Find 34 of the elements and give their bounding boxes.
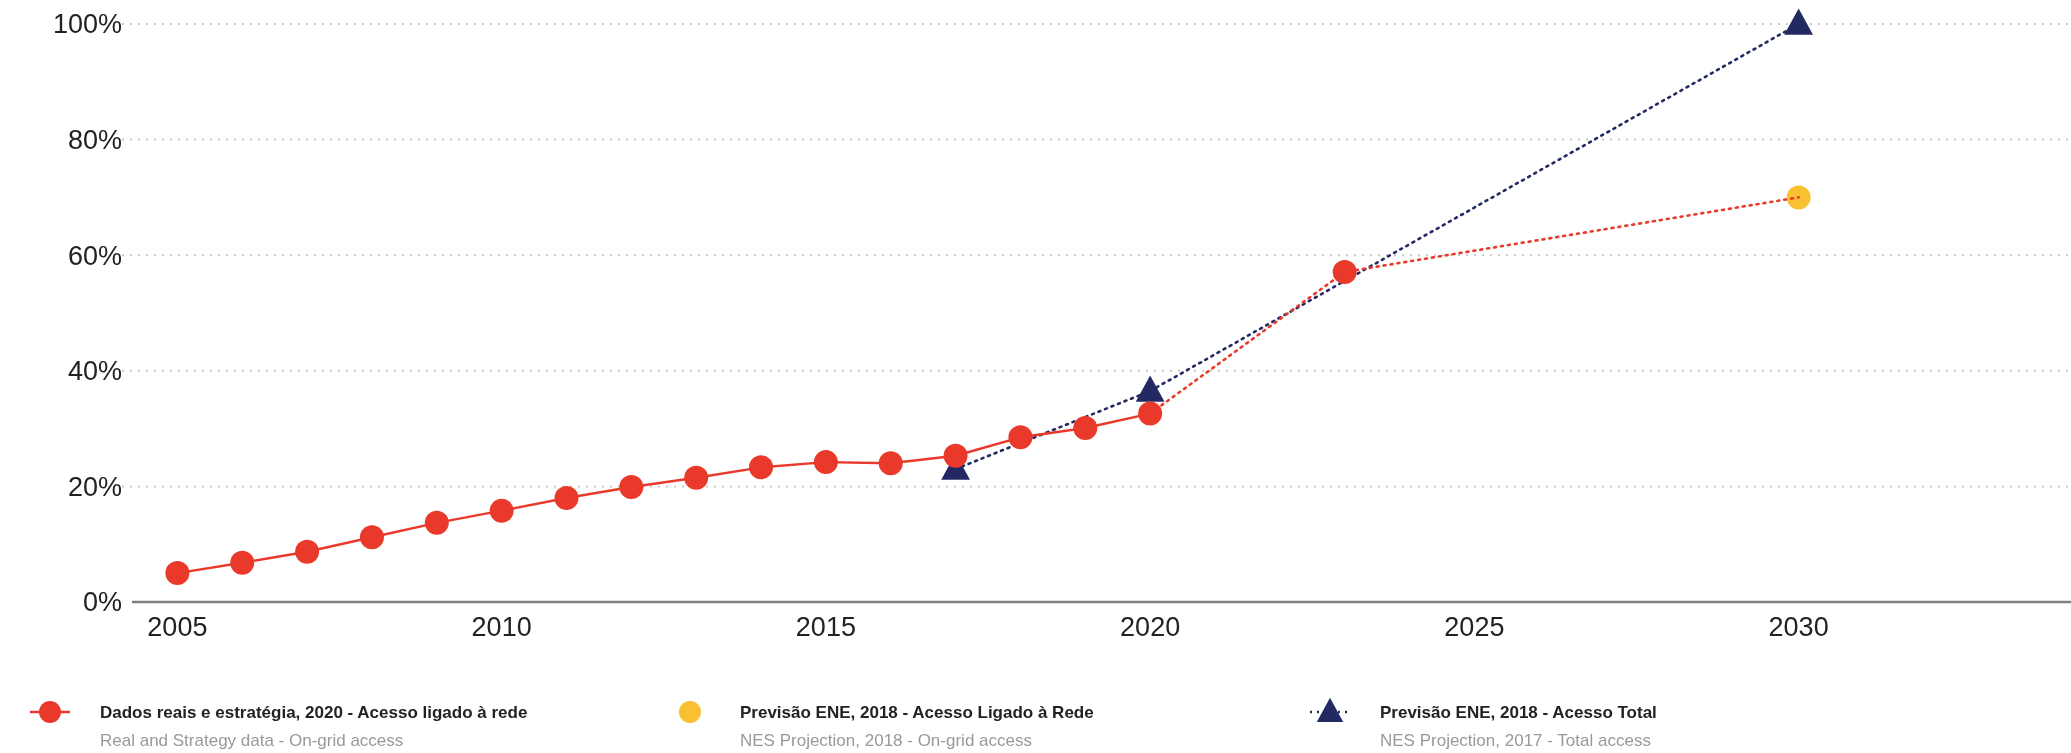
point (1008, 425, 1033, 450)
y-tick-label: 40% (67, 356, 122, 387)
point (1138, 401, 1163, 426)
legend-label: Previsão ENE, 2018 - Acesso Ligado à Rede NES Projection, 2018 - On-grid access (740, 702, 1094, 750)
point (424, 510, 449, 535)
point (943, 443, 968, 468)
y-tick-label: 100% (52, 9, 122, 40)
x-tick-label: 2005 (147, 612, 208, 642)
point (295, 539, 320, 564)
point (489, 498, 514, 523)
x-tick-label: 2030 (1768, 612, 1829, 642)
legend-label: Previsão ENE, 2018 - Acesso Total NES Projection, 2017 - Total access (1380, 702, 1657, 750)
x-tick-label: 2020 (1120, 612, 1181, 642)
point (878, 451, 903, 476)
point (749, 455, 774, 480)
point (1332, 259, 1357, 284)
x-tick-label: 2010 (471, 612, 532, 642)
point (165, 561, 190, 586)
x-tick-label: 2015 (795, 612, 856, 642)
point (1786, 185, 1811, 210)
point (619, 474, 644, 499)
legend-label: Dados reais e estratégia, 2020 - Acesso ligado à rede Real and Strategy data - On-grid access (100, 702, 528, 750)
x-tick-label: 2025 (1444, 612, 1505, 642)
y-tick-label: 80% (67, 125, 122, 156)
point (359, 525, 384, 550)
y-tick-label: 60% (67, 240, 122, 271)
point (1073, 416, 1098, 441)
point (813, 450, 838, 475)
y-tick-label: 20% (67, 471, 122, 502)
point (684, 465, 709, 490)
point (554, 485, 579, 510)
point (230, 550, 255, 575)
point (1784, 8, 1814, 35)
y-tick-label: 0% (82, 587, 122, 618)
